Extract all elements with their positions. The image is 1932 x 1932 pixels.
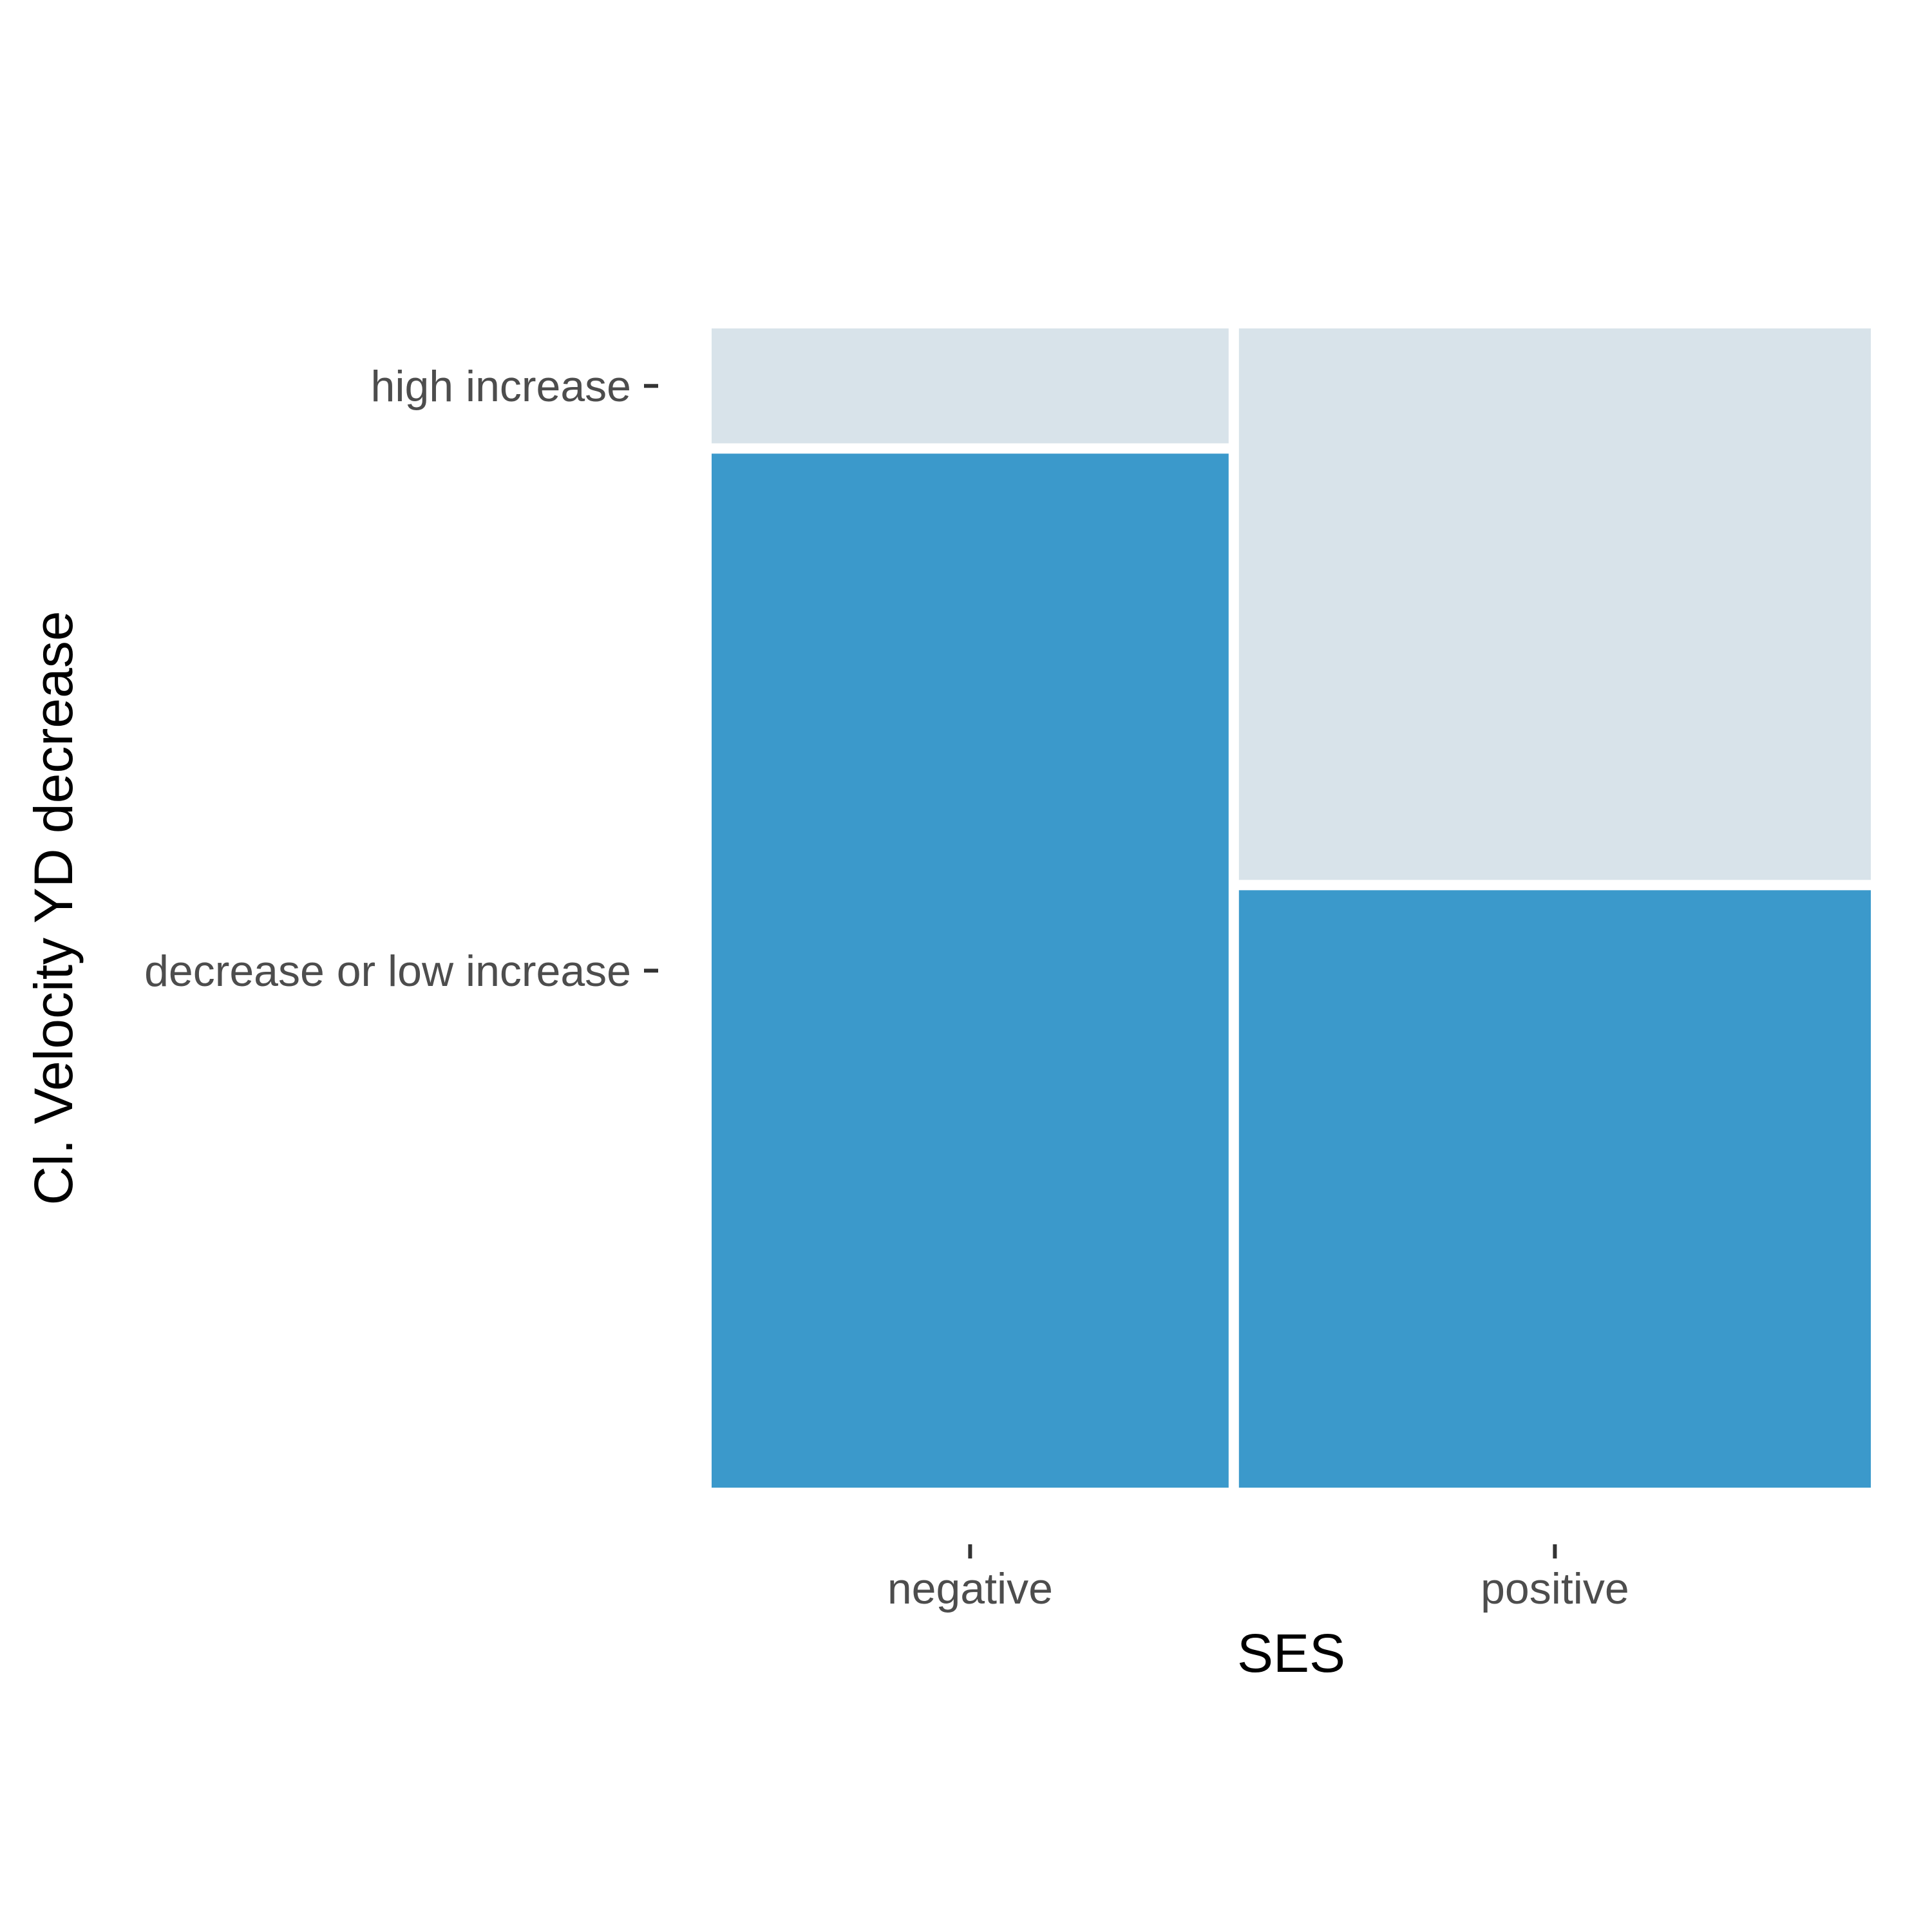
- chart-tiles: [712, 328, 1871, 1488]
- x-axis: negative positive: [887, 1544, 1629, 1613]
- y-axis-title: Cl. Velocity YD decrease: [23, 611, 84, 1206]
- y-tick-label: high increase: [371, 362, 631, 411]
- x-tick-label: negative: [887, 1564, 1053, 1613]
- y-tick-label: decrease or low increase: [144, 947, 631, 996]
- tile-negative-decrease-or-low-increase: [712, 453, 1229, 1488]
- tile-positive-decrease-or-low-increase: [1238, 890, 1871, 1488]
- tile-positive-high-increase: [1238, 328, 1871, 880]
- x-tick-label: positive: [1481, 1564, 1629, 1613]
- tile-negative-high-increase: [712, 328, 1229, 444]
- y-axis: decrease or low increase high increase: [144, 362, 658, 996]
- x-axis-title: SES: [1237, 1623, 1345, 1683]
